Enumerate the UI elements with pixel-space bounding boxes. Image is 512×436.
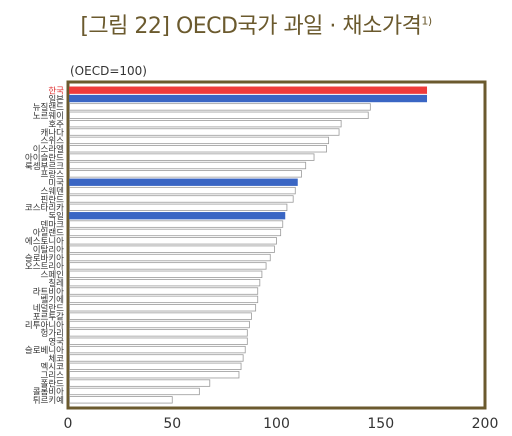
- category-label-34: 멕시코: [41, 362, 65, 373]
- category-label-2: 일본: [48, 95, 64, 105]
- x-tick-label-0: 0: [64, 416, 73, 432]
- bar-24: [69, 278, 261, 287]
- category-label-10: 룩셈부르크: [25, 162, 64, 172]
- category-label-33: 체코: [48, 353, 64, 364]
- category-label-24: 칠레: [48, 279, 64, 289]
- category-label-25: 라트비아: [33, 286, 64, 297]
- bar-17: [69, 220, 284, 228]
- category-label-21: 슬로바키아: [25, 253, 64, 264]
- category-label-13: 스웨덴: [41, 186, 65, 197]
- bar-38: [69, 396, 173, 404]
- bar-8: [69, 145, 327, 153]
- bar-25: [69, 287, 259, 295]
- x-tick-label-200: 200: [472, 416, 499, 432]
- category-label-3: 뉴질랜드: [33, 102, 64, 113]
- category-label-31: 영국: [48, 337, 64, 348]
- bar-11: [69, 170, 302, 178]
- bar-32: [69, 345, 246, 354]
- category-label-26: 벨기에: [41, 295, 64, 306]
- bar-13: [69, 186, 296, 195]
- bar-22: [69, 262, 267, 270]
- category-label-29: 리투아니아: [25, 320, 64, 331]
- bar-15: [69, 203, 288, 212]
- category-label-16: 독일: [48, 212, 64, 222]
- category-label-23: 스페인: [41, 270, 64, 281]
- category-label-18: 아일랜드: [33, 228, 64, 239]
- category-label-6: 캐나다: [41, 128, 65, 138]
- category-label-27: 네덜란드: [33, 303, 64, 314]
- bar-9: [69, 153, 315, 161]
- bar-23: [69, 270, 263, 278]
- bar-12: [69, 178, 298, 186]
- bar-28: [69, 312, 252, 320]
- bar-2: [69, 94, 428, 103]
- bar-26: [69, 295, 259, 304]
- bar-29: [69, 320, 250, 329]
- category-label-22: 오스트리아: [25, 261, 64, 272]
- category-label-32: 슬로베니아: [25, 345, 64, 356]
- bar-6: [69, 128, 340, 136]
- category-label-4: 노르웨이: [33, 111, 64, 122]
- bar-14: [69, 195, 294, 203]
- category-label-9: 아이슬란드: [25, 152, 64, 163]
- chart-title: [그림 22] OECD국가 과일 · 채소가격1): [80, 14, 432, 39]
- category-label-35: 그리스: [41, 371, 65, 381]
- bar-1: [69, 86, 428, 94]
- category-label-8: 이스라엘: [33, 144, 64, 155]
- category-label-37: 콜롬비아: [33, 387, 64, 398]
- bar-36: [69, 379, 211, 387]
- category-label-5: 호주: [48, 120, 64, 130]
- bar-7: [69, 136, 330, 145]
- bar-19: [69, 237, 277, 245]
- category-label-38: 튀르키예: [33, 395, 64, 406]
- category-label-14: 핀란드: [41, 194, 65, 205]
- category-label-12: 미국: [48, 179, 64, 189]
- category-label-1: 한국: [48, 86, 64, 96]
- bar-21: [69, 253, 271, 262]
- bar-30: [69, 329, 248, 337]
- title-footnote: 1): [421, 14, 432, 28]
- x-tick-label-150: 150: [367, 416, 394, 432]
- bar-20: [69, 245, 275, 253]
- bar-4: [69, 111, 369, 119]
- bar-31: [69, 337, 248, 345]
- bar-10: [69, 161, 307, 170]
- category-label-7: 스위스: [41, 137, 65, 147]
- x-tick-label-50: 50: [163, 416, 181, 432]
- bar-5: [69, 119, 342, 128]
- bar-37: [69, 387, 200, 396]
- category-label-17: 덴마크: [41, 220, 65, 230]
- category-label-11: 프랑스: [41, 169, 65, 180]
- bar-34: [69, 362, 242, 371]
- category-label-15: 코스타리카: [25, 204, 64, 214]
- bar-3: [69, 103, 371, 111]
- plot-frame: [66, 80, 487, 410]
- category-label-19: 에스토니아: [25, 236, 64, 247]
- bar-35: [69, 371, 240, 379]
- category-label-20: 이탈리아: [33, 244, 64, 255]
- category-label-36: 폴란드: [41, 378, 65, 389]
- x-tick-label-100: 100: [263, 416, 290, 432]
- bar-27: [69, 304, 257, 312]
- category-label-30: 헝가리: [41, 329, 64, 339]
- bar-33: [69, 354, 244, 362]
- bar-18: [69, 228, 282, 237]
- category-label-28: 포르투갈: [33, 312, 64, 322]
- unit-label: (OECD=100): [70, 64, 147, 78]
- bar-16: [69, 212, 286, 220]
